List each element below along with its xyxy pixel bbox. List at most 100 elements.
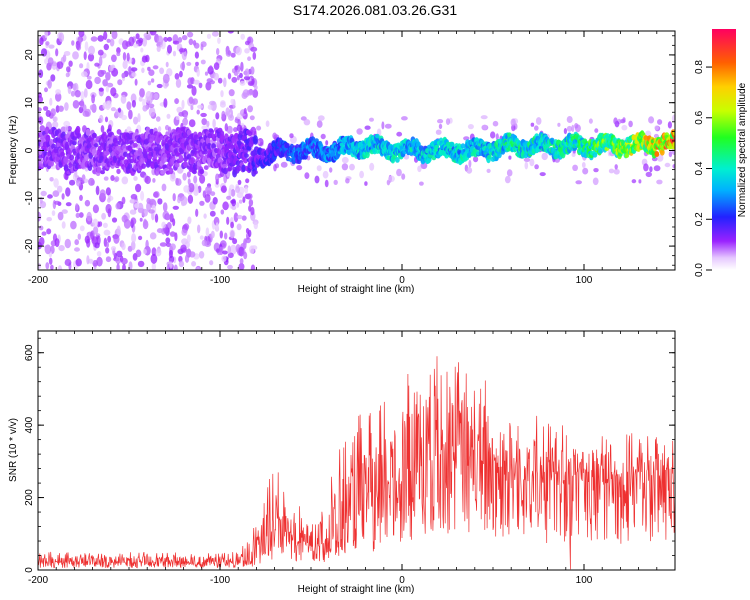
spectrogram-cell — [121, 257, 128, 265]
spectrogram-cell — [45, 134, 51, 143]
spectrogram-cell — [197, 104, 204, 109]
spectrogram-cell — [523, 157, 531, 162]
spectrogram-cell — [134, 78, 138, 86]
spectrogram-cell — [167, 44, 172, 54]
spectrogram-cell — [201, 125, 208, 130]
spectrogram-cell — [48, 44, 55, 49]
spectrogram-cell — [142, 37, 148, 47]
spectrogram-cell — [228, 114, 234, 121]
spectrogram-cell — [77, 233, 82, 240]
spectrogram-cell — [72, 141, 77, 146]
spectrogram-cell — [75, 258, 82, 267]
spectrogram-cell — [57, 211, 64, 221]
spectrogram-cell — [84, 199, 91, 207]
spectrogram-cell — [247, 131, 253, 137]
spectrogram-cell — [215, 248, 220, 253]
y-tick-label: 0 — [24, 147, 35, 153]
spectrogram-cell — [239, 258, 244, 265]
spectrogram-cell — [81, 71, 88, 78]
spectrogram-cell — [116, 225, 121, 236]
spectrogram-cell — [236, 214, 243, 220]
spectrogram-cell — [172, 218, 176, 227]
spectrogram-cell — [38, 237, 45, 246]
snr-y-label: SNR (10 * v/v) — [8, 418, 19, 482]
spectrogram-cell — [96, 166, 102, 174]
spectrogram-cell — [121, 114, 127, 121]
spectrogram-cell — [581, 162, 586, 168]
spectrogram-cell — [143, 218, 147, 226]
spectrogram-cell — [105, 247, 110, 254]
spectrogram-cell — [222, 201, 229, 211]
spectrogram-cell — [161, 183, 167, 192]
spectrogram-cell — [38, 211, 42, 222]
spectrogram-cell — [84, 235, 90, 244]
spectrogram-cell — [43, 106, 49, 111]
spectrogram-cell — [242, 196, 246, 203]
spectrogram-cell — [111, 31, 118, 40]
snr-series-line — [38, 356, 675, 570]
spectrogram-cell — [83, 51, 87, 61]
spectrogram-cell — [122, 40, 129, 50]
spectrogram-cell — [63, 120, 71, 127]
spectrogram-cell — [582, 167, 589, 175]
spectrogram-cell — [198, 251, 205, 259]
spectrogram-cell — [143, 32, 151, 38]
spectrogram-cell — [304, 172, 310, 180]
spectrogram-cell — [117, 107, 122, 113]
spectrogram-cell — [165, 61, 169, 68]
spectrogram-cell — [93, 226, 99, 235]
spectrogram-cell — [316, 165, 322, 172]
spectrogram-cell — [401, 116, 408, 121]
spectrogram-cell — [653, 165, 661, 172]
spectrogram-cell — [100, 170, 105, 175]
spectrogram-cell — [186, 61, 192, 66]
spectrogram-cell — [138, 235, 143, 241]
spectrogram-cell — [141, 163, 147, 169]
spectrogram-cell — [55, 89, 61, 95]
spectrogram-cell — [195, 208, 199, 217]
spectrogram-cell — [346, 149, 352, 156]
spectrogram-cell — [613, 168, 620, 175]
spectrogram-cell — [133, 142, 138, 148]
y-tick-label: 400 — [24, 416, 35, 433]
spectrogram-cell — [75, 125, 81, 134]
spectrogram-cell — [238, 130, 244, 135]
spectrogram-cell — [192, 98, 199, 105]
spectrogram-cell — [64, 141, 70, 149]
spectrogram-cell — [235, 46, 242, 56]
spectrogram-cell — [105, 256, 112, 263]
spectrogram-cell — [85, 79, 93, 90]
spectrogram-cell — [110, 175, 115, 181]
spectrogram-cell — [205, 137, 211, 145]
spectrogram-cell — [51, 210, 56, 217]
y-tick-label: 0 — [24, 567, 35, 573]
spectrogram-cell — [92, 204, 99, 214]
spectrogram-cell — [155, 116, 161, 122]
spectrogram-cell — [645, 171, 652, 178]
spectrogram-cell — [47, 57, 54, 66]
spectrogram-cell — [539, 172, 546, 177]
spectrogram-cell — [215, 222, 219, 231]
spectrogram-cell — [152, 178, 156, 183]
spectrogram-cell — [58, 32, 65, 43]
spectrogram-cell — [608, 168, 615, 174]
spectrogram-cell — [384, 123, 392, 129]
spectrogram-cell — [116, 47, 121, 54]
spectrogram-cell — [187, 178, 191, 186]
spectrogram-cell — [535, 117, 542, 125]
colorbar-label: Normalized spectral amplitude — [737, 82, 748, 217]
spectrogram-cell — [182, 117, 189, 126]
spectrogram-cell — [237, 119, 241, 127]
spectrogram-cell — [116, 250, 123, 258]
spectrogram-cell — [144, 138, 150, 145]
spectrogram-cell — [64, 238, 72, 249]
spectrogram-cell — [329, 167, 333, 173]
spectrogram-cell — [226, 125, 233, 134]
spectrogram-cell — [388, 175, 395, 183]
spectrogram-cell — [250, 46, 258, 52]
spectrogram-cell — [55, 48, 59, 57]
spectrogram-cell — [238, 263, 245, 270]
spectrogram-cell — [179, 70, 183, 78]
spectrogram-cell — [38, 112, 41, 118]
spectrogram-cell — [78, 31, 85, 38]
